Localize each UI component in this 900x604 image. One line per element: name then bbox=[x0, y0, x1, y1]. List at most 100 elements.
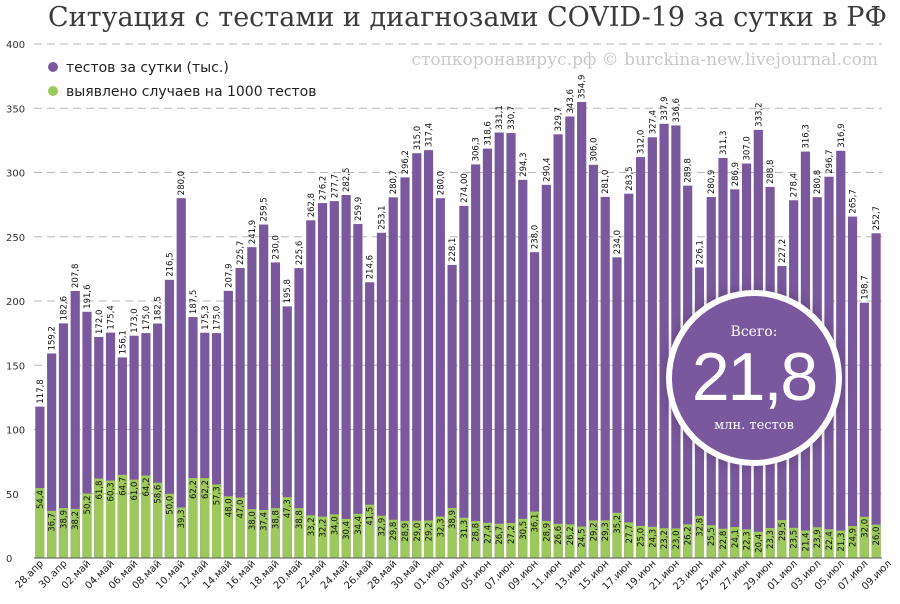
bar-cases-25 bbox=[329, 514, 339, 558]
bar-cases-11 bbox=[164, 493, 175, 558]
bar-tests-11 bbox=[164, 279, 175, 558]
bar-cases-15 bbox=[211, 484, 222, 558]
bar-cases-28 bbox=[365, 504, 375, 558]
bar-tests-34 bbox=[435, 198, 445, 558]
bar-tests-41 bbox=[518, 179, 528, 558]
y-tick-label-300: 300 bbox=[6, 169, 25, 180]
bar-tests-68 bbox=[836, 150, 846, 558]
bar-cases-59 bbox=[730, 527, 740, 558]
bar-cases-42 bbox=[529, 511, 540, 558]
bar-cases-36 bbox=[459, 517, 469, 558]
source-credit: стопкоронавирус.рф © burckina-new.livejo… bbox=[411, 50, 878, 70]
bar-tests-14 bbox=[200, 332, 210, 558]
label-tests-12: 280,0 bbox=[177, 171, 187, 195]
label-cases-42: 36,1 bbox=[531, 514, 541, 533]
bar-cases-52 bbox=[647, 526, 657, 558]
bar-cases-69 bbox=[847, 526, 858, 558]
bar-cases-57 bbox=[706, 525, 716, 558]
bar-tests-32 bbox=[412, 153, 422, 558]
bar-cases-16 bbox=[223, 496, 233, 558]
bar-cases-44 bbox=[553, 523, 563, 558]
bar-cases-35 bbox=[447, 508, 457, 558]
bar-cases-18 bbox=[247, 509, 257, 558]
label-tests-53: 337,9 bbox=[660, 96, 670, 120]
bar-cases-33 bbox=[423, 520, 434, 558]
label-tests-49: 234,0 bbox=[613, 230, 623, 254]
legend-swatch-cases bbox=[48, 86, 58, 96]
bar-tests-20 bbox=[270, 262, 281, 558]
bar-tests-17 bbox=[235, 267, 245, 558]
bar-tests-12 bbox=[176, 198, 186, 558]
label-tests-0: 117,8 bbox=[36, 379, 46, 403]
bar-tests-5 bbox=[94, 336, 104, 558]
label-tests-48: 281,0 bbox=[601, 170, 611, 194]
label-tests-56: 226,1 bbox=[695, 240, 705, 264]
bar-tests-33 bbox=[423, 150, 434, 559]
label-tests-50: 283,5 bbox=[625, 166, 635, 190]
label-cases-51: 25,0 bbox=[637, 528, 647, 547]
bar-cases-71 bbox=[871, 524, 881, 558]
y-tick-label-100: 100 bbox=[6, 426, 25, 437]
label-tests-71: 252,7 bbox=[872, 206, 882, 230]
label-tests-25: 277,7 bbox=[330, 174, 340, 198]
label-tests-61: 333,2 bbox=[754, 102, 764, 126]
bar-tests-54 bbox=[671, 125, 681, 559]
label-tests-23: 262,8 bbox=[307, 193, 317, 217]
label-cases-44: 26,6 bbox=[554, 526, 564, 545]
bar-cases-61 bbox=[753, 531, 763, 558]
y-tick-label-150: 150 bbox=[6, 361, 25, 372]
label-cases-30: 29,8 bbox=[389, 522, 399, 541]
label-cases-38: 27,4 bbox=[483, 525, 493, 544]
label-cases-67: 22,4 bbox=[825, 531, 835, 550]
label-cases-46: 24,5 bbox=[578, 529, 588, 548]
label-cases-17: 47,0 bbox=[236, 500, 246, 519]
label-tests-7: 156,1 bbox=[118, 330, 128, 354]
bar-cases-23 bbox=[306, 515, 316, 558]
bar-tests-47 bbox=[588, 164, 599, 559]
bar-cases-55 bbox=[683, 524, 693, 558]
label-cases-47: 29,2 bbox=[589, 522, 599, 541]
label-cases-71: 26,0 bbox=[872, 527, 882, 546]
label-cases-7: 64,7 bbox=[118, 477, 128, 496]
bar-tests-24 bbox=[317, 203, 328, 558]
bar-cases-10 bbox=[153, 482, 163, 558]
bar-cases-30 bbox=[388, 519, 398, 558]
bar-cases-3 bbox=[70, 508, 80, 558]
label-tests-11: 216,5 bbox=[165, 252, 175, 276]
label-cases-35: 38,9 bbox=[448, 510, 458, 529]
y-tick-label-250: 250 bbox=[6, 233, 25, 244]
label-cases-66: 23,9 bbox=[813, 529, 823, 548]
bar-cases-51 bbox=[635, 525, 646, 558]
bar-tests-69 bbox=[847, 216, 858, 558]
label-cases-36: 31,3 bbox=[460, 520, 470, 539]
label-cases-58: 22,8 bbox=[719, 531, 729, 550]
bar-tests-2 bbox=[58, 323, 69, 558]
bar-tests-22 bbox=[294, 268, 304, 558]
label-cases-40: 27,2 bbox=[507, 525, 517, 544]
bar-cases-70 bbox=[859, 516, 869, 558]
bar-cases-67 bbox=[824, 529, 834, 558]
bar-cases-4 bbox=[82, 493, 92, 558]
bar-tests-36 bbox=[459, 205, 469, 558]
bar-tests-70 bbox=[859, 302, 869, 558]
label-cases-19: 37,4 bbox=[260, 512, 270, 531]
bar-cases-64 bbox=[789, 527, 799, 558]
label-cases-10: 58,6 bbox=[154, 485, 164, 504]
bar-cases-38 bbox=[482, 522, 493, 558]
label-tests-31: 296,2 bbox=[401, 150, 411, 174]
bar-cases-6 bbox=[105, 480, 116, 558]
label-cases-2: 38,9 bbox=[59, 510, 69, 529]
y-tick-label-200: 200 bbox=[6, 297, 25, 308]
label-cases-13: 62,2 bbox=[189, 480, 199, 499]
total-label: Всего: bbox=[730, 324, 778, 340]
label-cases-26: 30,4 bbox=[342, 521, 352, 540]
legend-label-tests: тестов за сутки (тыс.) bbox=[66, 60, 229, 76]
label-tests-14: 175,3 bbox=[201, 305, 211, 329]
bar-cases-34 bbox=[435, 516, 445, 558]
label-tests-44: 329,7 bbox=[554, 107, 564, 131]
label-tests-28: 214,6 bbox=[366, 255, 376, 279]
label-cases-59: 24,1 bbox=[731, 529, 741, 548]
label-tests-21: 195,8 bbox=[283, 279, 293, 303]
label-tests-35: 228,1 bbox=[448, 238, 458, 262]
bar-tests-26 bbox=[341, 194, 351, 559]
